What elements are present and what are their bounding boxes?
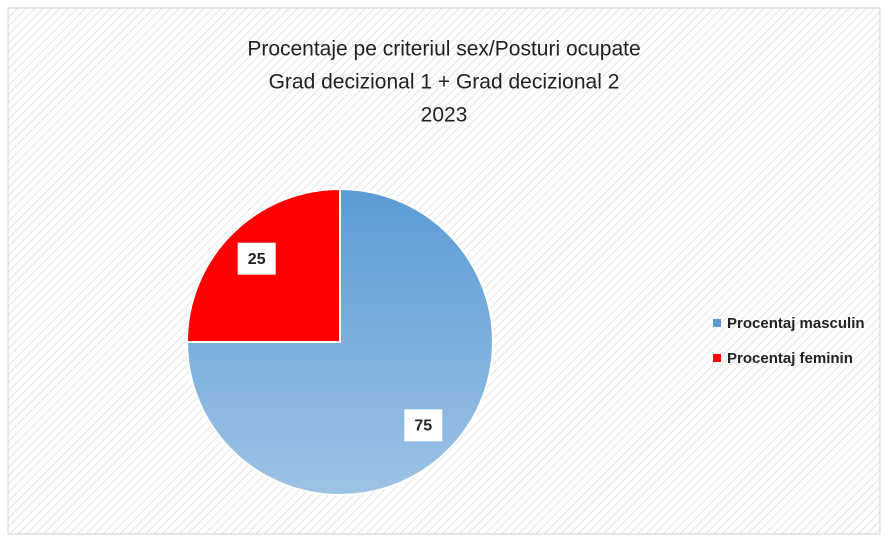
- chart-title: Grad decizional 1 + Grad decizional 2: [269, 71, 620, 94]
- data-label-box: [404, 409, 443, 442]
- data-label: 25: [248, 251, 266, 268]
- legend-swatch: [713, 354, 721, 362]
- legend-label: Procentaj masculin: [727, 315, 865, 332]
- chart-title: 2023: [421, 104, 468, 127]
- data-label: 75: [414, 418, 432, 435]
- data-label-box: [237, 242, 276, 275]
- chart-title: Procentaje pe criteriul sex/Posturi ocup…: [247, 38, 640, 61]
- legend-label: Procentaj feminin: [727, 350, 853, 367]
- legend-swatch: [713, 319, 721, 327]
